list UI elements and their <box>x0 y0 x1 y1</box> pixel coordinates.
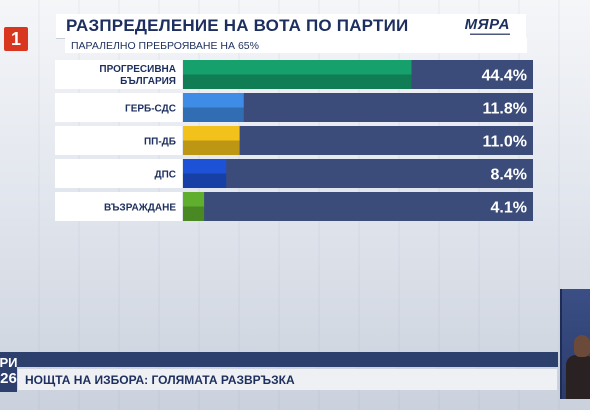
bar-row-background <box>183 126 533 155</box>
channel-logo: 1 <box>4 27 28 51</box>
ticker-top-strip <box>0 352 558 367</box>
bar-row-background <box>183 192 533 221</box>
chart-subtitle: ПАРАЛЕЛНО ПРЕБРОЯВАНЕ НА 65% <box>65 38 527 53</box>
value-label: 11.0% <box>483 134 527 151</box>
category-label: ПРОГРЕСИВНА БЪЛГАРИЯ <box>99 64 176 87</box>
value-label: 4.1% <box>491 200 527 217</box>
bar-row-background <box>183 159 533 188</box>
value-label: 8.4% <box>491 167 527 184</box>
interpreter-head <box>574 335 590 357</box>
value-label: 11.8% <box>483 101 527 118</box>
bar-lower-half <box>183 206 205 221</box>
bar <box>183 159 227 174</box>
bar <box>183 93 244 108</box>
category-label: ДПС <box>154 170 176 181</box>
ticker-clock-top: РИ <box>0 355 18 370</box>
category-label-cell <box>55 93 182 122</box>
ticker-clock: РИ 26 <box>0 352 18 392</box>
value-label: 44.4% <box>482 68 527 85</box>
bar <box>183 126 240 141</box>
ticker-headline: НОЩТА НА ИЗБОРА: ГОЛЯМАТА РАЗВРЪЗКА <box>18 369 557 390</box>
title-bar: РАЗПРЕДЕЛЕНИЕ НА ВОТА ПО ПАРТИИ МЯРА ▬▬▬… <box>56 14 526 39</box>
ticker-clock-bottom: 26 <box>0 370 17 387</box>
bar-chart: ПРОГРЕСИВНА БЪЛГАРИЯ 44.4% ГЕРБ-СДС 11.8% ПП-… <box>55 60 533 221</box>
category-label: ГЕРБ-СДС <box>125 104 176 115</box>
bar-lower-half <box>183 140 240 155</box>
brand-tagline-graphic: ▬▬▬▬▬▬▬▬ <box>470 31 510 37</box>
category-label: ПП-ДБ <box>144 137 176 148</box>
bar-lower-half <box>183 173 227 188</box>
bar <box>183 60 412 75</box>
category-label-cell <box>55 159 182 188</box>
bar-lower-half <box>183 107 244 122</box>
brand-logo: МЯРА ▬▬▬▬▬▬▬▬ <box>465 16 510 37</box>
brand-name: МЯРА <box>464 16 510 33</box>
interpreter-body <box>566 355 590 399</box>
category-label-cell <box>55 60 182 89</box>
bar-lower-half <box>183 74 412 89</box>
category-label: ВЪЗРАЖДАНЕ <box>104 203 176 214</box>
category-label-cell <box>55 192 182 221</box>
category-label-cell <box>55 126 182 155</box>
sign-language-interpreter <box>560 289 590 399</box>
bar <box>183 192 205 207</box>
chart-title: РАЗПРЕДЕЛЕНИЕ НА ВОТА ПО ПАРТИИ <box>66 16 409 35</box>
